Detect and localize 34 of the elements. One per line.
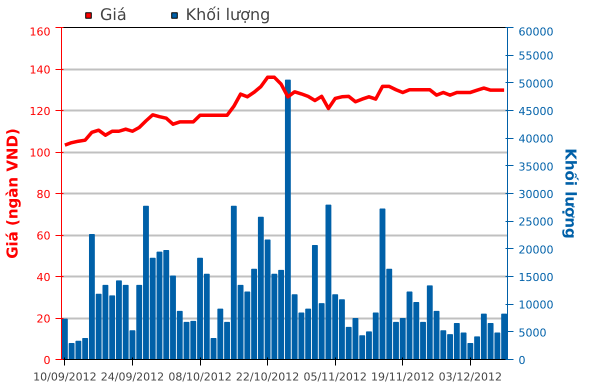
line-series [63, 76, 506, 147]
y2-tick-label: 25000 [518, 216, 554, 229]
y2-tick-label: 55000 [518, 50, 554, 63]
legend-label: Giá [100, 5, 127, 24]
x-tick-label: 08/10/2012 [168, 370, 232, 384]
legend-label: Khối lượng [186, 5, 270, 24]
y2-axis-title: Khối lượng [561, 148, 580, 239]
y-tick-label: 0 [44, 354, 50, 367]
y-tick-label: 160 [30, 26, 51, 38]
y2-tick-label: 5000 [518, 326, 546, 340]
x-tick-label: 10/09/2012 [33, 370, 97, 384]
y-tick-label: 140 [30, 64, 51, 76]
y2-tick-label: 10000 [518, 298, 554, 312]
y-tick-label: 20 [36, 312, 51, 326]
y-tick-label: 80 [36, 188, 51, 201]
y2-tick-label: 45000 [518, 105, 554, 118]
x-tick-label: 24/09/2012 [100, 370, 164, 384]
y2-tick-label: 50000 [518, 77, 554, 90]
y-tick-label: 100 [30, 146, 51, 160]
x-tick-label: 03/12/2012 [438, 370, 502, 384]
x-tick-label: 05/11/2012 [303, 370, 367, 384]
y-tick-label: 60 [36, 230, 51, 242]
y2-tick-label: 20000 [518, 243, 554, 256]
y2-tick-label: 40000 [518, 132, 554, 146]
y-tick-label: 120 [30, 105, 51, 118]
y2-tick-label: 60000 [518, 26, 554, 38]
y2-tick-label: 30000 [518, 188, 554, 201]
y-tick-label: 40 [36, 271, 51, 284]
y-axis-title: Giá (ngàn VND) [4, 128, 22, 259]
y2-tick-label: 0 [518, 354, 526, 367]
y2-tick-label: 15000 [518, 271, 554, 284]
x-tick-label: 19/11/2012 [371, 370, 434, 384]
y2-tick-label: 35000 [518, 160, 554, 174]
x-tick-label: 22/10/2012 [236, 370, 300, 384]
